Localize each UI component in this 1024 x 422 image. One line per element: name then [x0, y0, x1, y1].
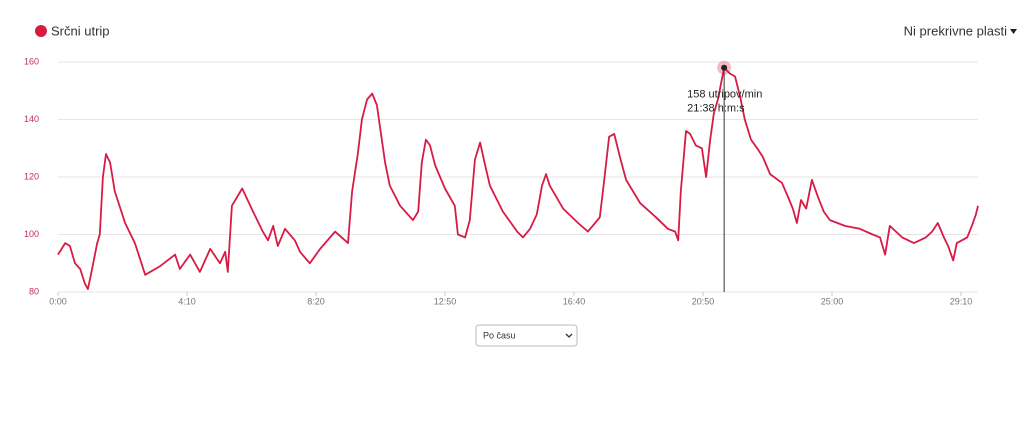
tooltip-time: 21:38 h:m:s — [687, 103, 745, 115]
x-tick-label: 12:50 — [434, 296, 457, 306]
legend-label[interactable]: Srčni utrip — [51, 23, 110, 38]
y-tick-label: 120 — [24, 171, 39, 181]
legend-marker[interactable] — [35, 25, 47, 37]
y-tick-label: 160 — [24, 56, 39, 66]
x-tick-label: 20:50 — [692, 296, 715, 306]
overlay-dropdown[interactable]: Ni prekrivne plasti — [904, 23, 1007, 38]
mode-select-label[interactable]: Po času — [483, 330, 516, 340]
x-tick-label: 4:10 — [178, 296, 196, 306]
dropdown-arrow[interactable] — [1010, 29, 1017, 34]
select-chevron — [565, 333, 573, 338]
series-line — [57, 66, 979, 290]
x-tick-label: 8:20 — [307, 296, 325, 306]
x-tick-label: 25:00 — [821, 296, 844, 306]
x-tick-label: 0:00 — [49, 296, 67, 306]
y-tick-label: 100 — [24, 229, 39, 239]
y-tick-label: 80 — [29, 286, 39, 296]
tooltip-value: 158 utripov/min — [687, 89, 762, 101]
x-tick-label: 29:10 — [950, 296, 973, 306]
mode-select[interactable] — [475, 324, 578, 347]
x-tick-label: 16:40 — [563, 296, 586, 306]
plot-area: 80 100 120 140 160 0:00 4:10 8:20 12:50 16:40 20:5… — [24, 56, 979, 306]
y-tick-label: 140 — [24, 114, 39, 124]
hover-point — [721, 64, 728, 71]
